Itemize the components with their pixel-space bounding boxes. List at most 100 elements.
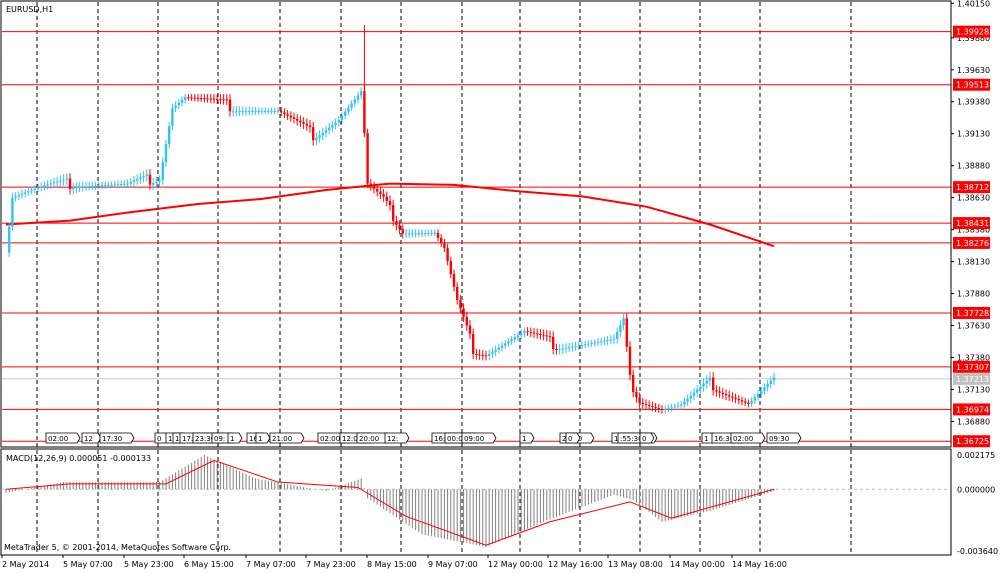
time-tick-label: 14 May 00:00 (670, 560, 725, 569)
candle-body (321, 132, 324, 136)
candle (14, 192, 17, 202)
candle (350, 100, 353, 111)
candle-body (593, 342, 596, 344)
candle-body (84, 186, 88, 188)
time-tick-label: 7 May 07:00 (246, 560, 296, 569)
price-tick-label: 1.38380 (957, 226, 990, 235)
candle (296, 114, 299, 126)
candle (315, 132, 318, 146)
candle-body (20, 193, 24, 195)
candle (228, 94, 232, 117)
candlesticks[interactable] (8, 25, 776, 414)
candle (712, 372, 715, 396)
candle-body (385, 196, 388, 201)
candle (481, 350, 484, 361)
candle (139, 172, 142, 185)
candle-body (702, 383, 705, 387)
level-tag (953, 360, 990, 373)
candle (129, 177, 132, 188)
event-flag: 17:30 (99, 432, 135, 444)
candle (382, 188, 385, 202)
candle (568, 342, 571, 353)
price-tick-label: 1.39380 (957, 98, 990, 107)
candle (312, 121, 315, 146)
candle (584, 340, 587, 349)
event-flag-label: 1 (230, 435, 234, 443)
candle-body (686, 398, 689, 402)
candle (100, 181, 104, 190)
candle-body (33, 188, 36, 190)
candle-body (222, 99, 225, 101)
candle (446, 243, 449, 266)
candle-body (353, 99, 356, 104)
level-tag-label: 1.37728 (956, 309, 989, 318)
event-flag-shape (99, 432, 135, 444)
candle-body (705, 380, 708, 384)
price-tick-label: 1.38130 (957, 258, 990, 267)
candle (280, 106, 283, 117)
event-flag: 0 (565, 432, 581, 444)
price-tick-label: 1.39630 (957, 66, 990, 75)
candle (654, 402, 657, 413)
event-flag-label: 1 (175, 435, 179, 443)
candle-body (475, 353, 478, 355)
candle (260, 107, 264, 115)
candle (145, 169, 148, 182)
event-flag-label: 0 (642, 435, 646, 443)
price-tick-label: 1.38630 (957, 194, 990, 203)
candle-body (539, 334, 542, 336)
candle (392, 199, 395, 227)
candle-body (459, 299, 462, 309)
candle-body (219, 99, 222, 101)
candle (619, 320, 622, 337)
candle-body (148, 174, 152, 185)
candle-body (683, 401, 686, 405)
candle-body (756, 393, 760, 398)
candle (254, 107, 257, 116)
candle-body (715, 390, 718, 392)
candle-body (737, 398, 740, 401)
event-flag-label: 00:00 (447, 435, 467, 443)
candle (324, 125, 328, 138)
candle-body (289, 115, 292, 118)
candle (699, 381, 702, 395)
candle (52, 177, 56, 189)
candle (612, 334, 616, 344)
candle (724, 389, 728, 400)
candle (251, 106, 254, 116)
candle (132, 175, 136, 187)
candle-body (606, 340, 609, 342)
event-flag-label: 16:30 (714, 435, 734, 443)
candle (468, 319, 472, 340)
event-flag-label: 11 (168, 435, 177, 443)
candle (638, 392, 641, 408)
price-tick-label: 1.37130 (957, 385, 990, 394)
macd-signal (5, 459, 775, 546)
candle-body (468, 325, 472, 334)
candle (171, 103, 174, 131)
candle-body (97, 185, 100, 187)
candle-body (75, 187, 78, 189)
candle (68, 173, 72, 195)
candle-body (676, 405, 680, 407)
candle-body (366, 132, 369, 184)
candle (667, 404, 670, 413)
event-flag-shape (255, 432, 271, 444)
event-flag-shape (45, 432, 81, 444)
candle-body (30, 189, 33, 192)
candle (644, 399, 648, 410)
time-tick-label: 2 May 2014 (2, 560, 49, 569)
candle-body (273, 110, 276, 112)
event-flag: 0 (639, 432, 655, 444)
candle (78, 181, 81, 192)
event-flag-label: 16 (249, 435, 258, 443)
candle-body (414, 233, 417, 235)
macd-tick-label: 0.000000 (957, 485, 995, 494)
candle-body (568, 347, 571, 349)
candle (46, 180, 49, 190)
candle-body (331, 125, 334, 128)
candle-body (772, 377, 776, 381)
candle-body (427, 232, 430, 234)
